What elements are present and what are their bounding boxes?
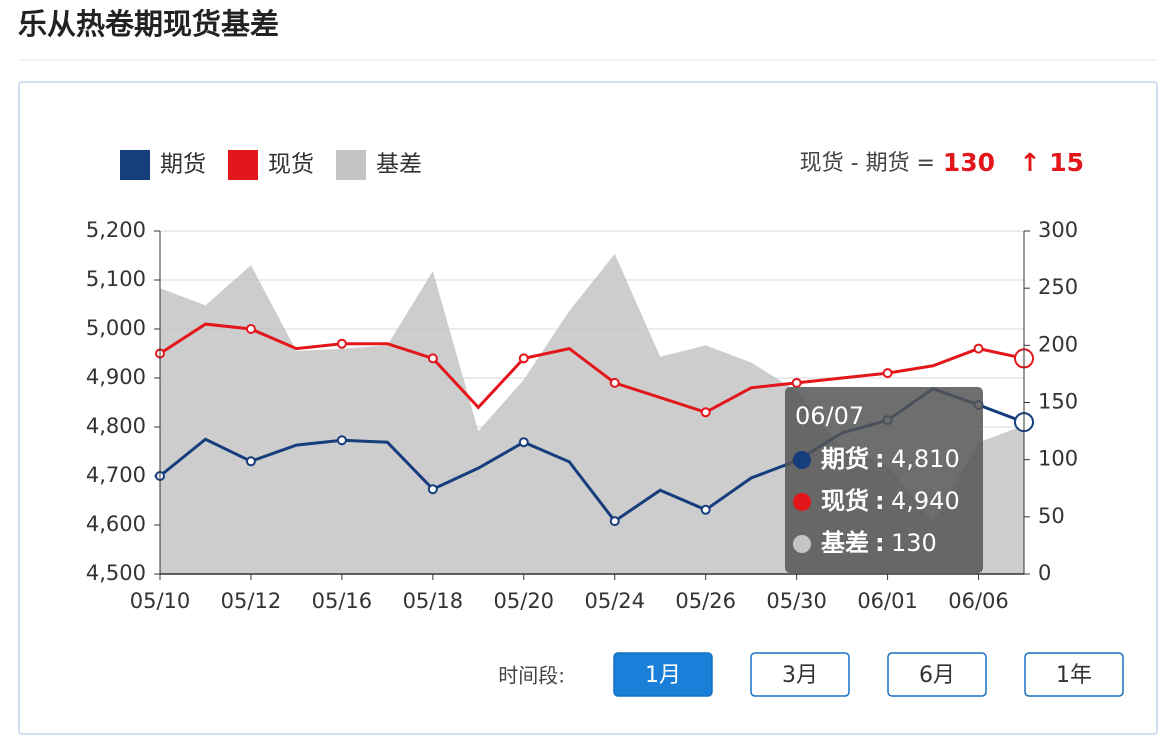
tooltip-value: 130: [891, 529, 937, 557]
y-tick-label: 4,500: [86, 561, 146, 585]
tooltip-name: 现货: [821, 487, 869, 515]
tooltip-separator: :: [875, 487, 885, 515]
tooltip-separator: :: [875, 445, 885, 473]
point-marker[interactable]: [245, 324, 256, 334]
legend-swatch: [336, 150, 366, 180]
summary-label: 现货 - 期货 =: [800, 151, 935, 176]
x-tick-label: 06/01: [857, 589, 918, 613]
x-tick-label: 05/30: [766, 589, 827, 613]
y2-tick-label: 300: [1038, 218, 1078, 242]
point-marker[interactable]: [427, 484, 438, 495]
tooltip-name: 基差: [821, 529, 869, 557]
point-marker[interactable]: [518, 353, 529, 364]
y2-tick-label: 250: [1038, 275, 1078, 299]
point-marker[interactable]: [336, 338, 347, 349]
x-tick-label: 05/16: [312, 589, 373, 613]
period-button[interactable]: [613, 652, 713, 697]
period-button[interactable]: [750, 652, 850, 697]
y-tick-label: 5,100: [86, 267, 146, 291]
period-button-label[interactable]: 1年: [1056, 663, 1092, 688]
legend-label: 基差: [376, 152, 422, 178]
tooltip-value: 4,940: [891, 487, 960, 515]
tooltip-value: 4,810: [891, 445, 960, 473]
y-tick-label: 4,800: [86, 414, 146, 438]
x-tick-label: 05/26: [675, 589, 736, 613]
y-tick-label: 4,900: [86, 365, 146, 389]
y-tick-label: 4,700: [86, 463, 146, 487]
legend-label: 现货: [268, 152, 314, 178]
period-button[interactable]: [1024, 652, 1124, 697]
point-marker[interactable]: [882, 368, 893, 379]
y2-tick-label: 0: [1038, 561, 1051, 585]
y2-tick-label: 50: [1038, 504, 1065, 528]
page-title: 乐从热卷期现货基差: [18, 7, 279, 41]
point-marker[interactable]: [700, 504, 711, 515]
tooltip-title: 06/07: [795, 402, 864, 430]
tooltip-dot: [793, 535, 811, 553]
point-marker[interactable]: [518, 437, 529, 448]
period-label: 时间段:: [498, 664, 565, 688]
tooltip-dot: [793, 493, 811, 511]
point-marker[interactable]: [973, 343, 984, 354]
x-tick-label: 05/18: [403, 589, 464, 613]
y-tick-label: 4,600: [86, 512, 146, 536]
tooltip-box: [785, 387, 983, 573]
summary-change: ↑ 15: [1020, 148, 1084, 177]
period-button-label[interactable]: 1月: [645, 663, 681, 688]
point-marker[interactable]: [791, 377, 802, 388]
y-tick-label: 5,200: [86, 218, 146, 242]
y-tick-label: 5,000: [86, 316, 146, 340]
x-tick-label: 05/20: [494, 589, 555, 613]
tooltip-separator: :: [875, 529, 885, 557]
point-marker[interactable]: [427, 353, 438, 364]
tooltip-name: 期货: [821, 445, 869, 473]
x-tick-label: 06/06: [948, 589, 1009, 613]
point-marker[interactable]: [700, 407, 711, 418]
y2-tick-label: 150: [1038, 390, 1078, 414]
point-marker[interactable]: [609, 377, 620, 388]
y2-tick-label: 100: [1038, 447, 1078, 471]
x-tick-label: 05/12: [221, 589, 282, 613]
point-marker[interactable]: [245, 456, 256, 467]
period-button-label[interactable]: 6月: [919, 663, 955, 688]
period-button[interactable]: [887, 652, 987, 697]
y2-tick-label: 200: [1038, 332, 1078, 356]
point-marker[interactable]: [336, 435, 347, 446]
x-tick-label: 05/24: [584, 589, 645, 613]
series-line: [159, 322, 1025, 414]
tooltip-dot: [793, 451, 811, 469]
point-marker[interactable]: [609, 516, 620, 527]
legend-swatch: [120, 150, 150, 180]
x-tick-label: 05/10: [130, 589, 191, 613]
summary-value: 130: [943, 148, 995, 177]
period-button-label[interactable]: 3月: [782, 663, 818, 688]
legend-swatch: [228, 150, 258, 180]
legend-label: 期货: [160, 152, 206, 178]
